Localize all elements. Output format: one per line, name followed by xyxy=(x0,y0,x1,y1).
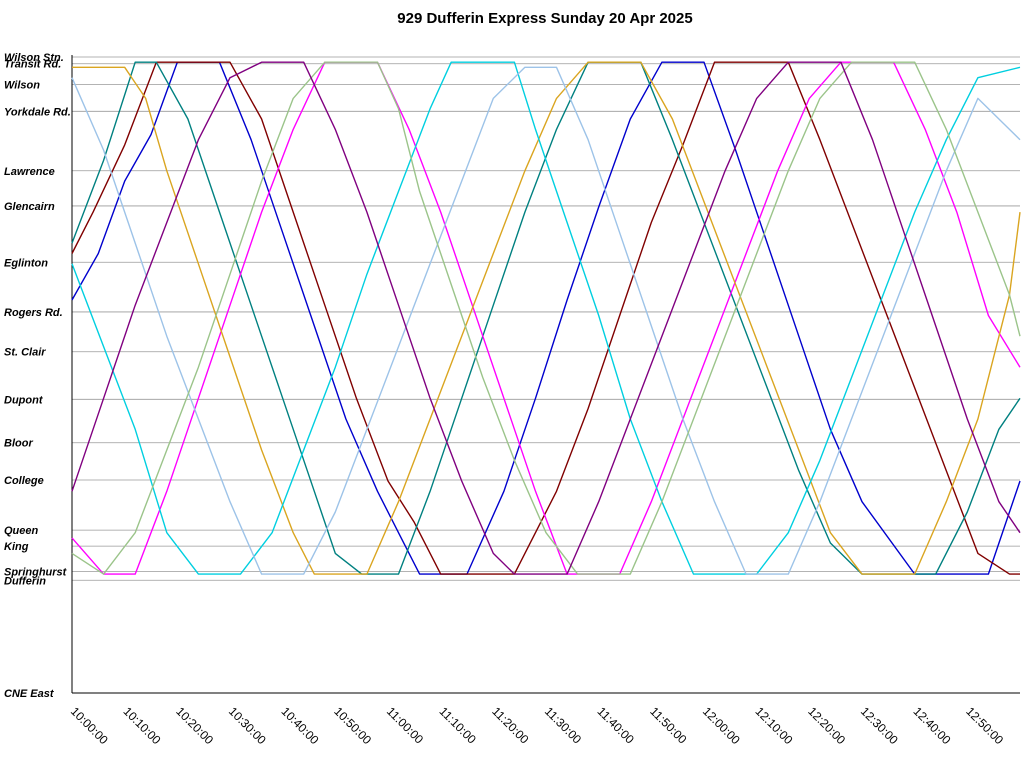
time-labels: 10:00:00 10:10:00 10:20:00 10:30:00 10:40:00… xyxy=(68,704,1006,747)
time-tick-label: 11:00:00 xyxy=(384,704,427,747)
chart-title: 929 Dufferin Express Sunday 20 Apr 2025 xyxy=(397,10,692,27)
time-tick-label: 12:40:00 xyxy=(911,704,954,747)
stop-label: Lawrence xyxy=(4,166,55,178)
stop-label: Wilson xyxy=(4,79,40,91)
time-tick-label: 10:40:00 xyxy=(279,704,322,747)
stop-label: Glencairn xyxy=(4,201,55,213)
time-tick-label: 10:50:00 xyxy=(331,704,374,747)
trip-line xyxy=(71,61,1021,575)
trip-line xyxy=(71,61,1020,575)
stop-label: College xyxy=(4,475,44,487)
time-tick-label: 10:00:00 xyxy=(68,704,111,747)
trip-line xyxy=(71,61,1021,575)
stop-label: King xyxy=(4,541,29,553)
time-tick-label: 11:50:00 xyxy=(647,704,690,747)
trip-line xyxy=(71,61,1021,575)
stop-label: Eglinton xyxy=(4,257,48,269)
trip-line xyxy=(71,61,1021,575)
stop-label: St. Clair xyxy=(4,347,46,359)
trip-line xyxy=(71,66,1021,575)
stop-label: Transit Rd. xyxy=(4,59,61,71)
time-tick-label: 12:50:00 xyxy=(963,704,1006,747)
stop-labels: Wilson Stn.Transit Rd. Wilson Yorkdale Rd.… xyxy=(4,52,71,700)
trip-lines xyxy=(71,61,1021,575)
time-tick-label: 10:10:00 xyxy=(121,704,164,747)
trip-line xyxy=(71,61,1021,575)
stop-label: Dupont xyxy=(4,394,44,406)
time-tick-label: 11:40:00 xyxy=(595,704,638,747)
stop-label: CNE East xyxy=(4,688,55,700)
time-tick-label: 12:10:00 xyxy=(753,704,796,747)
trip-line xyxy=(72,61,1021,575)
stop-label: Yorkdale Rd. xyxy=(4,106,71,118)
stop-label: Dufferin xyxy=(4,575,46,587)
axes xyxy=(71,55,1020,694)
time-tick-label: 11:20:00 xyxy=(489,704,532,747)
gridlines xyxy=(72,56,1020,581)
stop-label: Springhurst xyxy=(4,566,68,578)
trip-line xyxy=(71,61,1021,575)
time-tick-label: 12:20:00 xyxy=(805,704,848,747)
time-tick-label: 10:30:00 xyxy=(226,704,269,747)
stop-label: Queen xyxy=(4,525,39,537)
stop-label: Rogers Rd. xyxy=(4,307,63,319)
stop-label: Wilson Stn. xyxy=(4,52,64,64)
time-tick-label: 11:10:00 xyxy=(437,704,480,747)
time-tick-label: 11:30:00 xyxy=(542,704,585,747)
time-tick-label: 12:00:00 xyxy=(700,704,743,747)
time-tick-label: 10:20:00 xyxy=(173,704,216,747)
stop-label: Bloor xyxy=(4,438,33,450)
time-tick-label: 12:30:00 xyxy=(858,704,901,747)
